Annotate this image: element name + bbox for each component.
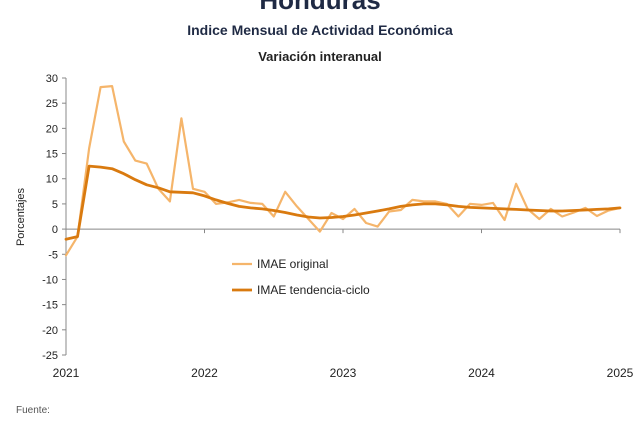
chart-subtitle: Variación interanual: [258, 49, 382, 64]
x-tick-label: 2022: [191, 366, 218, 380]
y-tick-label: 30: [46, 73, 58, 85]
y-tick-label: -20: [42, 325, 58, 337]
page-title: Honduras: [259, 0, 381, 15]
y-tick-label: -10: [42, 274, 58, 286]
y-tick-label: 25: [46, 98, 58, 110]
y-tick-label: -5: [48, 249, 58, 261]
source-label: Fuente:: [16, 405, 50, 416]
x-tick-label: 2025: [607, 366, 634, 380]
y-axis-label: Porcentajes: [15, 187, 27, 246]
series-line-imae-tendencia-ciclo: [64, 164, 622, 241]
y-tick-label: -25: [42, 350, 58, 362]
chart-title: Indice Mensual de Actividad Económica: [187, 22, 453, 38]
y-tick-label: 5: [52, 199, 58, 211]
x-tick-label: 2023: [330, 366, 357, 380]
legend-label: IMAE tendencia-ciclo: [257, 283, 370, 297]
y-tick-label: 0: [52, 224, 58, 236]
series-layer: [64, 84, 622, 257]
y-tick-label: 20: [46, 123, 58, 135]
y-tick-label: -15: [42, 300, 58, 312]
legend-label: IMAE original: [257, 257, 328, 271]
y-tick-label: 10: [46, 174, 58, 186]
y-tick-label: 15: [46, 149, 58, 161]
y-axis: 30 25 20 15 10 5 0 -5 -10 -15 -20 -25: [42, 73, 67, 362]
legend: IMAE original IMAE tendencia-ciclo: [232, 257, 370, 297]
x-axis: 2021 2022 2023 2024 2025: [53, 228, 634, 380]
x-tick-label: 2021: [53, 366, 80, 380]
x-tick-label: 2024: [468, 366, 495, 380]
